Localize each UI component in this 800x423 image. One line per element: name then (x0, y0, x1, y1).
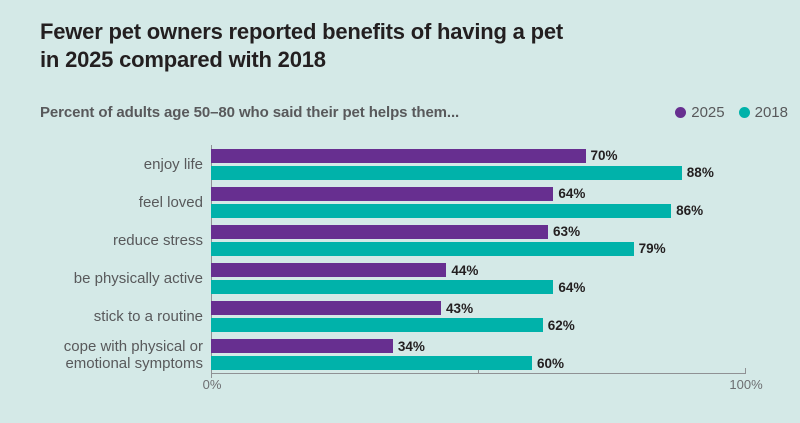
bar-line-2025: 70% (211, 148, 746, 164)
category-label: cope with physical or emotional symptoms (63, 337, 203, 372)
bar-2025 (211, 224, 549, 239)
bar-value-label: 44% (451, 262, 479, 278)
axis-tick-50 (478, 368, 479, 373)
page-title-line2: in 2025 compared with 2018 (40, 47, 326, 72)
bar-value-label: 86% (676, 203, 704, 219)
bar-chart: 0% 100% enjoy life 70% 88% feel loved 64% 86% r… (40, 145, 763, 392)
bar-line-2018: 60% (211, 355, 746, 371)
bar-2018 (211, 165, 682, 180)
chart-subtitle: Percent of adults age 50–80 who said the… (40, 104, 460, 121)
axis-tick-zero (211, 373, 212, 378)
bar-value-label: 64% (558, 186, 586, 202)
bar-2025 (211, 301, 442, 316)
bar-value-label: 60% (537, 355, 565, 371)
chart-row: be physically active 44% 64% (40, 259, 746, 297)
bar-line-2025: 34% (211, 338, 746, 354)
category-label: feel loved (138, 193, 203, 211)
category-bars: 64% 86% (211, 183, 746, 221)
category-bars: 43% 62% (211, 298, 746, 336)
bar-2018 (211, 203, 672, 218)
axis-tick-100 (745, 368, 746, 373)
bar-line-2025: 64% (211, 186, 746, 202)
chart-row: reduce stress 63% 79% (40, 221, 746, 259)
bar-2025 (211, 339, 393, 354)
bar-2025 (211, 186, 554, 201)
bar-2018 (211, 280, 554, 295)
bar-2018 (211, 241, 634, 256)
bar-value-label: 34% (397, 338, 425, 354)
legend-item-2025: 2025 (675, 104, 725, 121)
category-label: enjoy life (143, 155, 203, 173)
bar-value-label: 79% (638, 241, 666, 257)
bar-value-label: 63% (553, 224, 581, 240)
legend-dot-icon (675, 107, 687, 118)
bar-line-2025: 43% (211, 300, 746, 316)
category-bars: 44% 64% (211, 259, 746, 297)
plot-frame: 0% 100% (203, 145, 763, 392)
category-bars: 34% 60% (211, 336, 746, 374)
chart-row: feel loved 64% 86% (40, 183, 746, 221)
bar-value-label: 88% (686, 165, 714, 181)
bar-2018 (211, 356, 532, 371)
legend-label: 2018 (754, 104, 788, 121)
category-label: stick to a routine (93, 308, 203, 326)
bar-2018 (211, 318, 543, 333)
bar-line-2018: 86% (211, 203, 746, 219)
bar-2025 (211, 263, 447, 278)
bar-2025 (211, 148, 586, 163)
axis-tick-label-0: 0% (202, 377, 222, 392)
bar-line-2018: 64% (211, 279, 746, 295)
chart-rows: enjoy life 70% 88% feel loved 64% 86% reduce s… (40, 145, 746, 374)
page-title: Fewer pet owners reported benefits of ha… (40, 18, 563, 74)
bar-value-label: 62% (547, 317, 575, 333)
legend-item-2018: 2018 (738, 104, 788, 121)
legend-dot-icon (738, 107, 750, 118)
category-label: reduce stress (112, 231, 203, 249)
subhead-row: Percent of adults age 50–80 who said the… (40, 104, 788, 121)
chart-row: enjoy life 70% 88% (40, 145, 746, 183)
chart-legend: 2025 2018 (675, 104, 788, 121)
chart-row: cope with physical or emotional symptoms… (40, 336, 746, 374)
bar-value-label: 43% (446, 300, 474, 316)
bar-value-label: 64% (558, 279, 586, 295)
bar-line-2018: 88% (211, 165, 746, 181)
bar-line-2025: 63% (211, 224, 746, 240)
category-bars: 63% 79% (211, 221, 746, 259)
bar-line-2018: 62% (211, 317, 746, 333)
bar-line-2025: 44% (211, 262, 746, 278)
category-bars: 70% 88% (211, 145, 746, 183)
bar-value-label: 70% (590, 148, 618, 164)
category-label: be physically active (73, 270, 203, 288)
axis-tick-label-100: 100% (729, 377, 763, 392)
legend-label: 2025 (691, 104, 725, 121)
page-title-line1: Fewer pet owners reported benefits of ha… (40, 19, 563, 44)
bar-line-2018: 79% (211, 241, 746, 257)
chart-row: stick to a routine 43% 62% (40, 298, 746, 336)
